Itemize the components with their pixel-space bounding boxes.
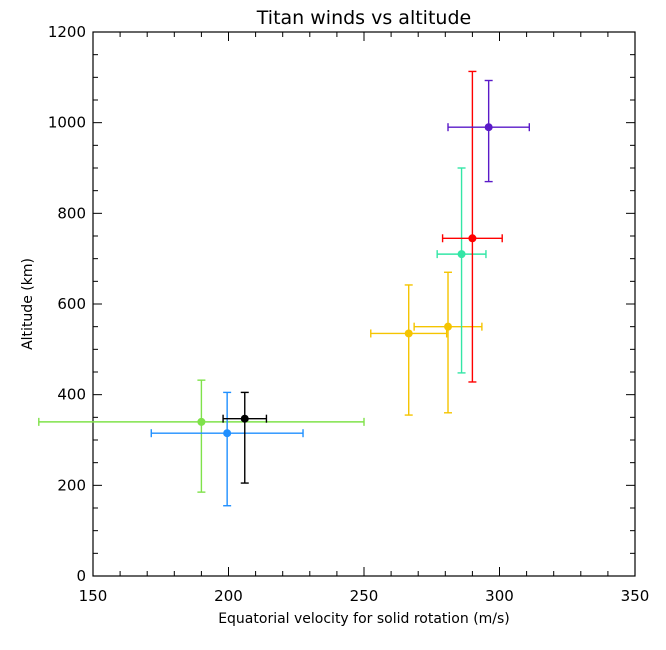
data-point (457, 250, 466, 259)
chart-title: Titan winds vs altitude (256, 7, 471, 29)
data-point (240, 414, 249, 423)
data-point (484, 123, 493, 132)
data-point (444, 322, 453, 331)
data-point (197, 417, 206, 426)
data-points (197, 123, 493, 438)
data-point (223, 429, 232, 438)
y-tick-label: 1000 (48, 114, 86, 132)
y-tick-label: 600 (57, 295, 86, 313)
axis-ticks: 150 200 250 300 350 0 200 400 600 800 1000 1200 (48, 23, 650, 605)
y-tick-label: 400 (57, 386, 86, 404)
x-axis-label: Equatorial velocity for solid rotation (… (218, 611, 510, 627)
x-tick-label: 150 (79, 587, 108, 605)
data-point (404, 329, 413, 338)
y-axis-label: Altitude (km) (20, 258, 36, 350)
y-tick-label: 200 (57, 476, 86, 494)
data-point (468, 234, 477, 243)
x-tick-label: 350 (621, 587, 650, 605)
y-tick-label: 1200 (48, 23, 86, 41)
x-tick-label: 200 (214, 587, 243, 605)
y-tick-label: 0 (76, 567, 86, 585)
x-tick-label: 250 (350, 587, 379, 605)
y-tick-label: 800 (57, 204, 86, 222)
x-tick-label: 300 (485, 587, 514, 605)
plot-frame (92, 31, 636, 577)
error-bars (38, 70, 531, 507)
